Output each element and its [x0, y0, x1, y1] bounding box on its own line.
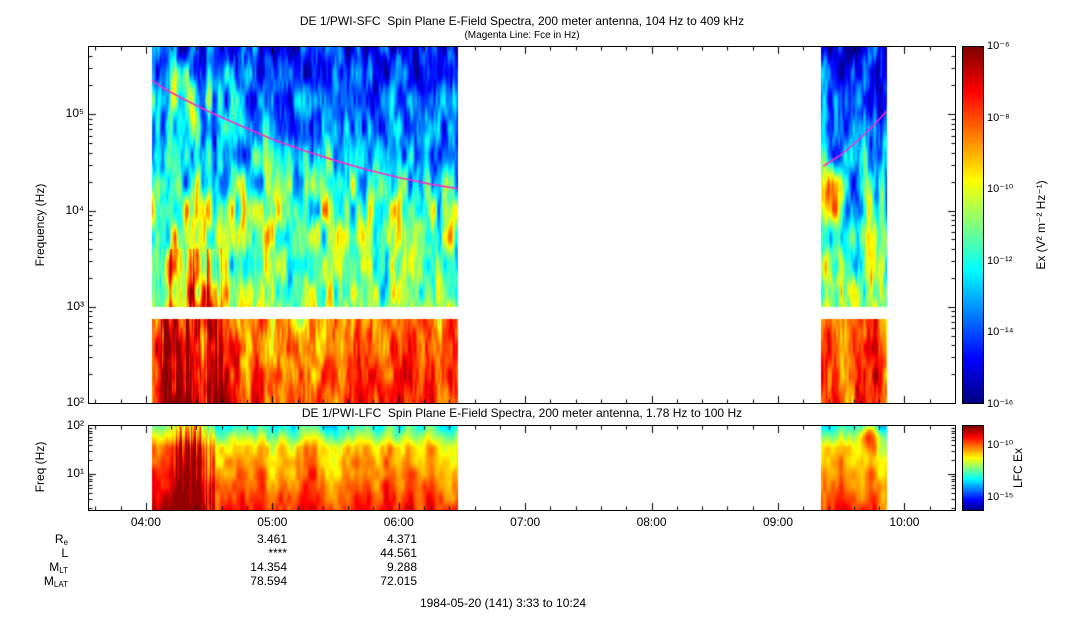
param-row-mlt: MLT 14.354 9.288	[0, 560, 1083, 575]
x-axis-tick-04:00: 04:00	[130, 515, 161, 529]
x-axis-tick-08:00: 08:00	[636, 515, 667, 529]
sfc-colorbar-tick--8: 10⁻⁸	[987, 111, 1010, 124]
param-value-col1: ****	[268, 546, 287, 560]
sfc-y-axis-label: Frequency (Hz)	[33, 183, 47, 267]
lfc-colorbar-tick: 10⁻¹⁰	[987, 438, 1014, 451]
param-label: MLAT	[43, 574, 68, 589]
param-row-re: Re 3.461 4.371	[0, 532, 1083, 547]
time-range-caption: 1984-05-20 (141) 3:33 to 10:24	[419, 596, 587, 610]
sfc-colorbar	[962, 46, 984, 404]
lfc-y-axis-label: Freq (Hz)	[33, 441, 47, 493]
lfc-y-tick-100: 10²	[66, 418, 84, 432]
param-value-col1: 3.461	[256, 532, 287, 546]
lfc-spectrogram-canvas	[89, 426, 955, 510]
param-row-l: L **** 44.561	[0, 546, 1083, 560]
param-value-col1: 78.594	[250, 574, 287, 588]
param-value-col2: 4.371	[386, 532, 417, 546]
sfc-colorbar-tick--14: 10⁻¹⁴	[987, 326, 1014, 339]
sfc-colorbar-tick--12: 10⁻¹²	[987, 254, 1013, 267]
param-label: Re	[54, 532, 68, 547]
sfc-subtitle: (Magenta Line: Fce in Hz)	[464, 30, 580, 41]
sfc-y-tick-100: 10²	[66, 395, 84, 409]
sfc-colorbar-label: Ex (V² m⁻² Hz⁻¹)	[1034, 180, 1048, 270]
sfc-colorbar-tick--6: 10⁻⁶	[987, 40, 1010, 52]
param-value-col2: 9.288	[386, 560, 417, 574]
sfc-y-tick-100000: 10⁵	[65, 106, 84, 121]
param-row-mlat: MLAT 78.594 72.015	[0, 574, 1083, 589]
x-axis-tick-09:00: 09:00	[762, 515, 794, 529]
lfc-colorbar-label: LFC Ex	[1011, 447, 1025, 489]
x-axis-tick-10:00: 10:00	[889, 515, 920, 529]
lfc-colorbar	[962, 425, 984, 511]
param-label: MLT	[49, 560, 68, 575]
sfc-plot-panel	[88, 46, 956, 404]
sfc-colorbar-tick--16: 10⁻¹⁶	[987, 398, 1014, 410]
x-axis-tick-07:00: 07:00	[510, 515, 541, 529]
lfc-colorbar-tick: 10⁻¹⁵	[987, 491, 1014, 504]
param-label: L	[61, 546, 68, 560]
lfc-title: DE 1/PWI-LFC Spin Plane E-Field Spectra,…	[301, 406, 743, 420]
param-value-col1: 14.354	[250, 560, 287, 574]
sfc-y-tick-10000: 10⁴	[65, 202, 84, 217]
x-axis-tick-06:00: 06:00	[383, 515, 414, 529]
sfc-colorbar-tick--10: 10⁻¹⁰	[987, 183, 1014, 196]
param-value-col2: 44.561	[380, 546, 417, 560]
x-axis-tick-05:00: 05:00	[257, 515, 288, 529]
param-value-col2: 72.015	[380, 574, 417, 588]
sfc-title: DE 1/PWI-SFC Spin Plane E-Field Spectra,…	[299, 14, 745, 28]
sfc-spectrogram-canvas	[89, 47, 955, 403]
sfc-y-tick-1000: 10³	[66, 298, 84, 313]
lfc-plot-panel	[88, 425, 956, 511]
lfc-y-tick-10: 10¹	[66, 466, 84, 480]
